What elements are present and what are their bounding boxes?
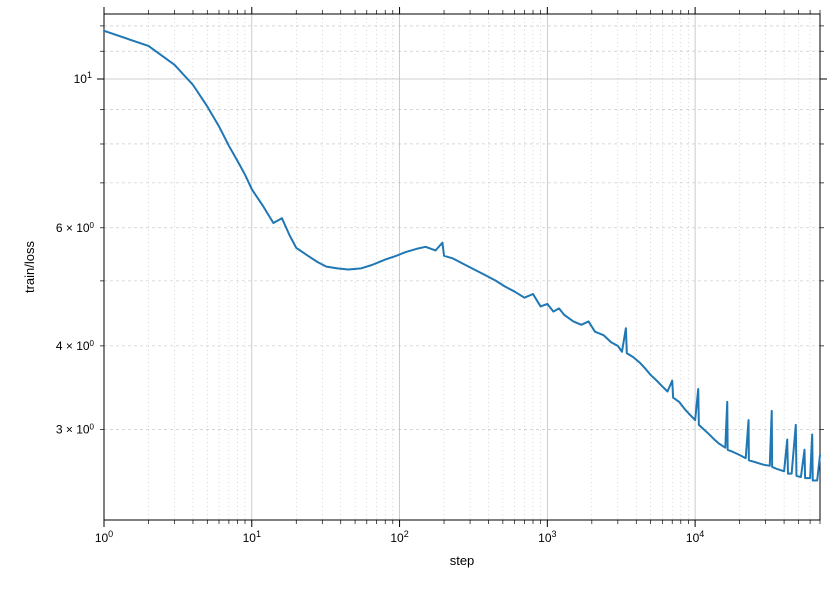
y-ticklabel: 6 × 100	[56, 220, 95, 235]
x-axis-label: step	[450, 553, 475, 568]
chart-container: 1001011021031041013 × 1004 × 1006 × 100s…	[0, 0, 838, 590]
line-chart: 1001011021031041013 × 1004 × 1006 × 100s…	[0, 0, 838, 590]
y-axis-label: train/loss	[22, 240, 37, 293]
y-ticklabel: 3 × 100	[56, 422, 95, 437]
y-ticklabel: 4 × 100	[56, 338, 95, 353]
